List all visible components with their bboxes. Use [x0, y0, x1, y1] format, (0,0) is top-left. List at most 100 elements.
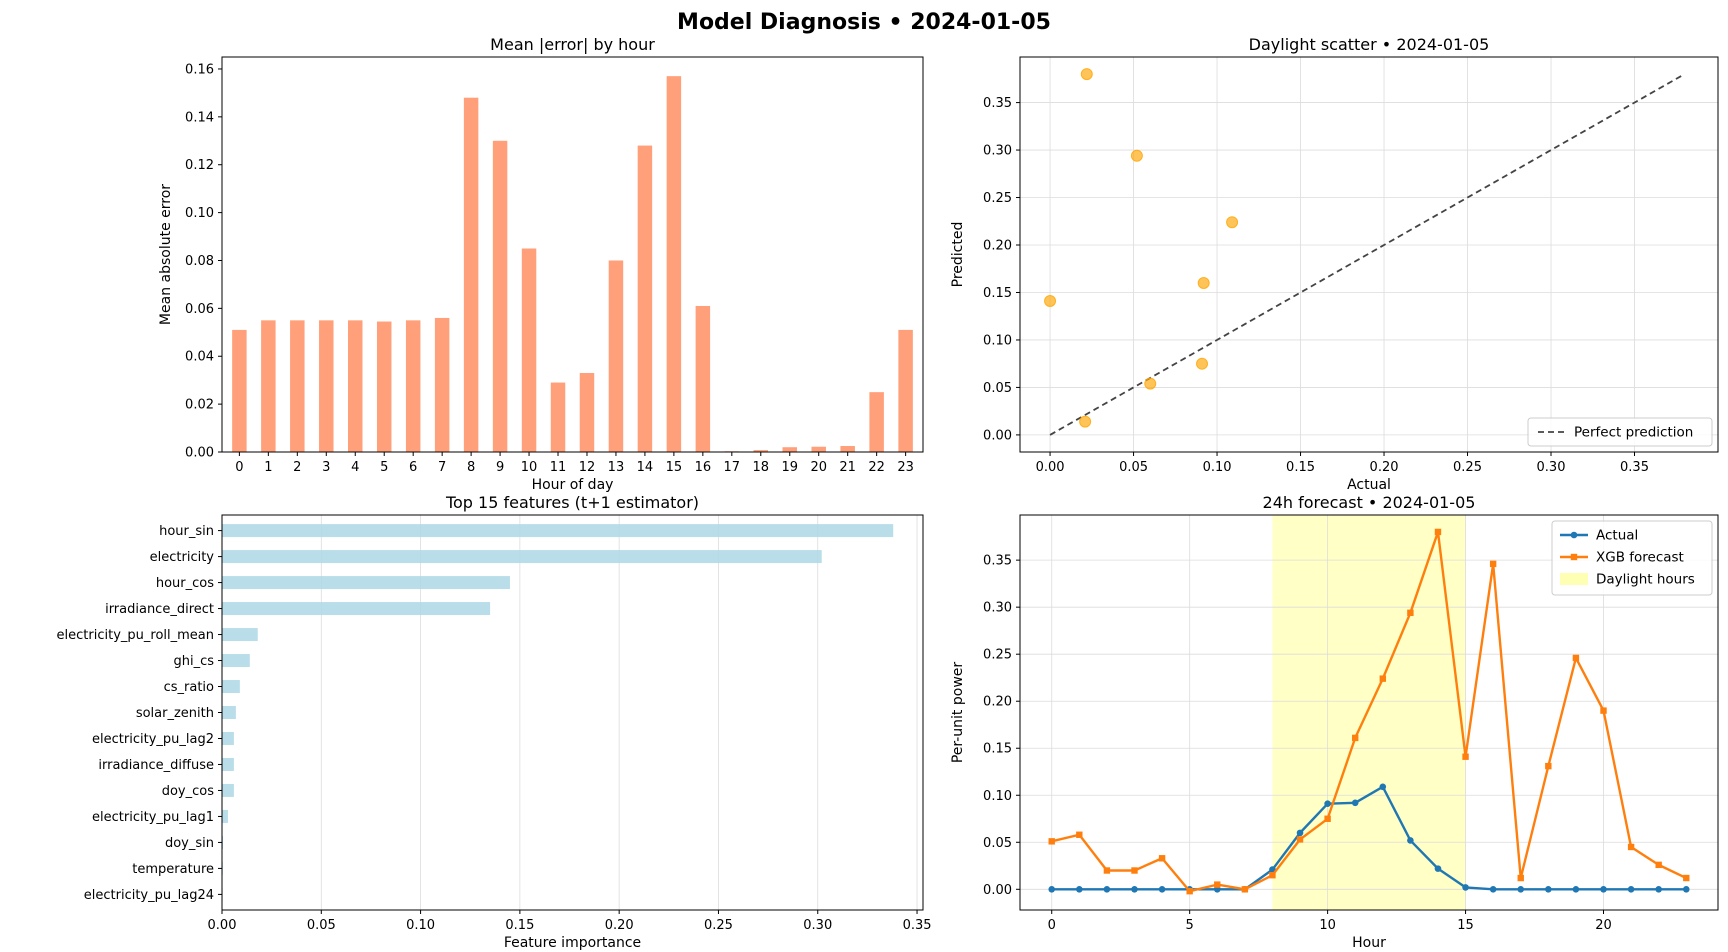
feature-importance-chart: Top 15 features (t+1 estimator) 0.00 0.05 0…	[57, 493, 932, 951]
feature-label: electricity_pu_lag24	[84, 888, 214, 903]
legend-label: XGB forecast	[1596, 550, 1684, 566]
importance-bar	[222, 706, 236, 719]
x-tick-label: 18	[753, 460, 770, 475]
feature-label: irradiance_diffuse	[98, 758, 214, 773]
x-tick-label: 2	[293, 460, 301, 475]
feature-label: cs_ratio	[164, 680, 214, 695]
forecast-point	[1489, 560, 1497, 568]
forecast-point	[1158, 855, 1166, 862]
x-tick-label: 1	[264, 460, 272, 475]
x-tick-label: 0.25	[704, 918, 733, 933]
actual-point	[1655, 886, 1662, 893]
chart-title: 24h forecast • 2024-01-05	[1263, 493, 1476, 512]
series-line-xgb-forecast	[1051, 530, 1687, 893]
y-tick-label: 0.20	[983, 695, 1012, 710]
feature-label: ghi_cs	[173, 654, 214, 669]
mae-bar	[463, 97, 479, 453]
legend-marker-xgb-forecast	[1570, 553, 1578, 561]
x-axis-label: Hour of day	[532, 477, 614, 493]
mae-bar	[348, 320, 363, 452]
legend-box	[1527, 417, 1713, 447]
y-tick-label: 0.12	[185, 158, 214, 173]
x-tick-label: 0.15	[505, 918, 534, 933]
scatter-point	[1079, 415, 1092, 428]
actual-point	[1682, 886, 1690, 893]
mae-bar	[319, 320, 334, 452]
mae-bar	[840, 446, 855, 452]
x-tick-label: 23	[897, 460, 914, 475]
scatter-point	[1226, 216, 1239, 229]
feature-label: doy_sin	[165, 836, 214, 851]
importance-bar	[222, 783, 234, 797]
forecast-point	[1434, 528, 1442, 536]
feature-label: hour_sin	[159, 524, 214, 539]
chart-title: Mean |error| by hour	[490, 35, 655, 54]
x-axis-label: Hour	[1352, 935, 1386, 951]
mae-bar	[492, 140, 508, 452]
actual-point	[1324, 800, 1331, 808]
actual-point	[1517, 886, 1525, 893]
daylight-scatter-chart: Daylight scatter • 2024-01-05 0.00 0.05 0.1…	[950, 35, 1719, 493]
y-tick-label: 0.00	[983, 428, 1012, 443]
x-tick-label: 15	[666, 460, 683, 475]
feature-label: electricity_pu_lag2	[92, 732, 214, 747]
importance-bar	[222, 809, 228, 823]
x-tick-label: 22	[868, 460, 885, 475]
y-tick-label: 0.02	[185, 398, 214, 413]
forecast-point	[1379, 675, 1386, 682]
forecast-point	[1214, 881, 1221, 888]
forecast-point	[1241, 886, 1249, 893]
y-tick-label: 0.25	[983, 191, 1012, 206]
importance-bar	[222, 576, 510, 590]
y-tick-label: 0.05	[983, 381, 1012, 396]
y-axis-label: Mean absolute error	[158, 184, 174, 325]
mae-bar	[434, 317, 450, 452]
x-tick-label: 0.30	[803, 918, 832, 933]
actual-point	[1462, 884, 1469, 891]
forecast-point	[1103, 867, 1111, 874]
y-tick-label: 0.05	[983, 836, 1012, 851]
actual-point	[1572, 886, 1580, 893]
actual-point	[1600, 886, 1607, 893]
forecast-point	[1627, 843, 1635, 851]
importance-bar	[222, 550, 822, 564]
feature-label: electricity_pu_roll_mean	[57, 628, 214, 643]
legend-label: Daylight hours	[1596, 572, 1695, 588]
mae-bar	[608, 260, 624, 452]
forecast-point	[1517, 874, 1524, 882]
mae-bar	[550, 382, 566, 452]
mae-bar	[695, 305, 711, 452]
forecast-point	[1324, 815, 1331, 822]
y-tick-label: 0.16	[185, 62, 214, 77]
y-axis-label: Predicted	[950, 222, 966, 288]
x-tick-label: 0.30	[1537, 460, 1566, 475]
x-tick-label: 0.10	[406, 918, 435, 933]
actual-point	[1076, 886, 1083, 893]
perfect-prediction-line	[1049, 73, 1686, 436]
actual-point	[1103, 886, 1111, 893]
scatter-point	[1130, 149, 1143, 162]
importance-bar	[222, 680, 240, 694]
x-tick-label: 10	[1319, 918, 1336, 933]
x-tick-label: 15	[1457, 918, 1474, 933]
mae-bar	[869, 392, 884, 452]
x-tick-label: 0.35	[1620, 460, 1649, 475]
mae-bar	[637, 145, 653, 453]
mae-by-hour-chart: 0 1 2 3 4 5 6 7 8 9 10 11 12 13 14 15 16 17 18 19 20 21 22 23Me…	[158, 35, 924, 493]
forecast-point	[1600, 707, 1607, 714]
y-tick-label: 0.25	[983, 648, 1012, 663]
x-tick-label: 16	[695, 460, 712, 475]
y-tick-label: 0.35	[983, 96, 1012, 111]
x-axis-label: Actual	[1347, 477, 1391, 493]
x-tick-label: 10	[521, 460, 538, 475]
y-tick-label: 0.00	[185, 446, 214, 461]
actual-point	[1627, 886, 1635, 893]
x-tick-label: 4	[351, 460, 359, 475]
mae-bar	[376, 321, 392, 452]
forecast-point	[1683, 874, 1690, 882]
y-tick-label: 0.10	[983, 333, 1012, 348]
actual-point	[1379, 783, 1387, 791]
y-tick-label: 0.15	[983, 286, 1012, 301]
actual-point	[1131, 886, 1138, 893]
x-axis-label: Feature importance	[504, 935, 641, 951]
